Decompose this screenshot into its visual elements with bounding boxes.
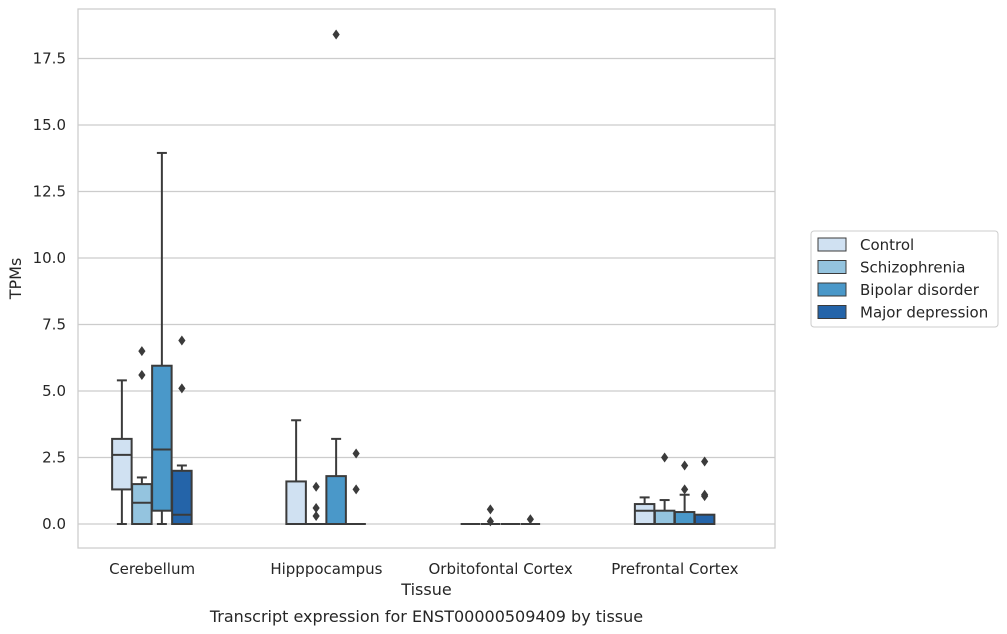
box-major-depression: [171, 335, 193, 525]
box: [151, 364, 173, 512]
box-schizophrenia: [480, 504, 501, 527]
box-major-depression: [693, 456, 716, 526]
box: [673, 511, 696, 526]
legend-swatch: [817, 260, 847, 274]
x-tick-label: Prefrontal Cortex: [611, 560, 738, 578]
y-tick-label: 12.5: [33, 183, 66, 201]
y-tick-label: 15.0: [33, 116, 66, 134]
x-tick-label: Hipppocampus: [270, 560, 382, 578]
outlier-point: [138, 370, 146, 381]
legend-swatch: [817, 237, 847, 252]
box-control: [633, 496, 656, 525]
box: [693, 513, 716, 526]
box-schizophrenia: [131, 346, 153, 526]
outlier-point: [332, 29, 340, 40]
y-tick-label: 10.0: [33, 249, 66, 267]
box: [633, 503, 656, 525]
x-tick-label: Cerebellum: [109, 560, 195, 578]
outlier-point: [701, 489, 709, 500]
outlier-point: [486, 504, 494, 515]
grid-lines: [78, 57, 775, 525]
y-tick-label: 7.5: [42, 316, 66, 334]
legend-swatch: [817, 305, 847, 319]
box-major-depression: [520, 514, 541, 525]
y-tick-label: 0.0: [42, 515, 66, 533]
y-tick-label: 17.5: [33, 50, 66, 68]
legend-swatch: [817, 282, 847, 297]
y-tick-labels: 0.0 2.5 5.0 7.5 10.0 12.5 15.0 17.5: [33, 50, 66, 534]
y-axis-label: TPMs: [6, 258, 25, 301]
y-tick-label: 2.5: [42, 449, 66, 467]
box: [325, 475, 347, 525]
outlier-point: [661, 452, 669, 463]
legend-label: Major depression: [860, 304, 988, 322]
box: [653, 509, 676, 526]
box-bipolar-disorder: [151, 151, 173, 525]
x-tick-label: Orbitofontal Cortex: [429, 560, 573, 578]
box-schizophrenia: [653, 452, 676, 526]
legend-label: Schizophrenia: [860, 259, 965, 277]
outlier-point: [178, 383, 186, 394]
x-axis-label: Tissue: [400, 580, 451, 599]
outlier-point: [701, 456, 709, 467]
outlier-point: [138, 346, 146, 357]
legend-frame: [810, 230, 999, 328]
outlier-point: [526, 514, 534, 525]
box: [285, 480, 307, 526]
outlier-point: [352, 448, 360, 459]
outlier-point: [178, 335, 186, 346]
box: [171, 469, 193, 525]
legend-label: Bipolar disorder: [860, 281, 980, 299]
plot-area-frame: [77, 8, 776, 549]
box-control: [111, 379, 133, 525]
legend: Control Schizophrenia Bipolar disorder Majo…: [810, 230, 999, 328]
outlier-point: [312, 481, 320, 492]
outlier-point: [352, 484, 360, 495]
x-tick-labels: Cerebellum Hipppocampus Orbitofontal Corte…: [109, 560, 738, 578]
outlier-point: [312, 503, 320, 514]
box-schizophrenia: [306, 481, 326, 525]
y-tick-label: 5.0: [42, 382, 66, 400]
chart-title: Transcript expression for ENST0000050940…: [209, 607, 643, 626]
outlier-point: [681, 460, 689, 471]
box: [131, 483, 153, 526]
legend-label: Control: [860, 236, 914, 254]
box-bipolar-disorder: [673, 460, 696, 526]
box-control: [285, 419, 307, 526]
outlier-point: [681, 484, 689, 495]
outlier-point: [486, 516, 494, 527]
box: [111, 437, 133, 491]
box-plot-series: [111, 29, 716, 527]
outlier-point: [312, 511, 320, 522]
box-bipolar-disorder: [325, 29, 347, 525]
box-major-depression: [346, 448, 366, 525]
